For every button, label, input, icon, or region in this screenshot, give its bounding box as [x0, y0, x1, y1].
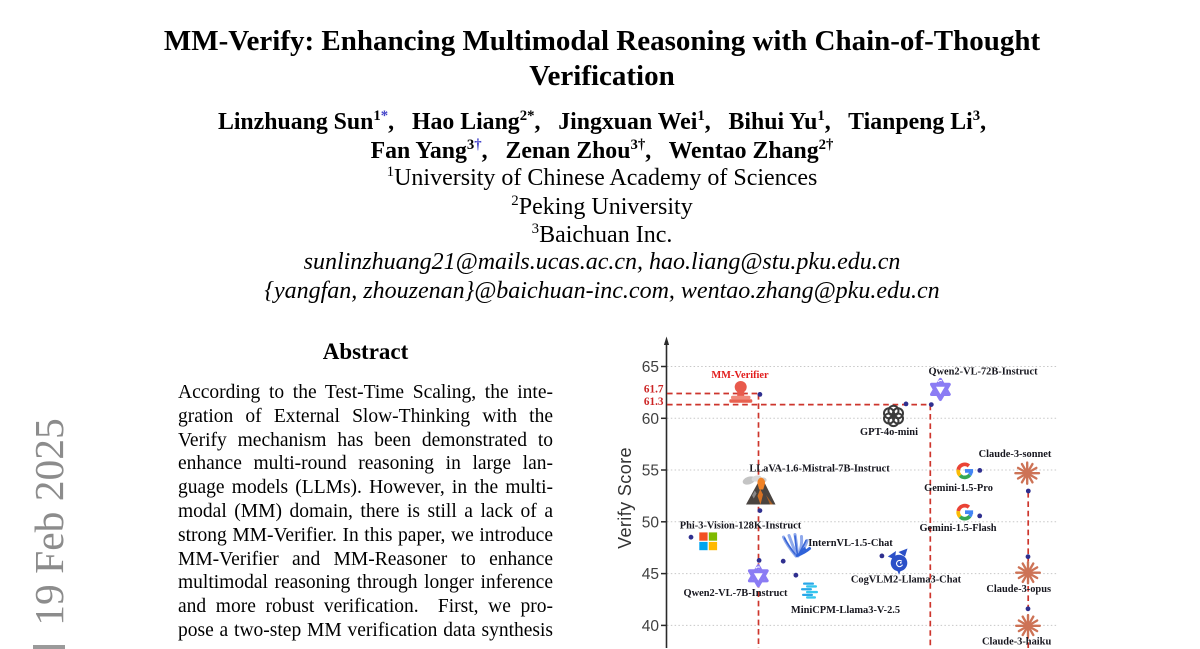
svg-text:Claude-3-sonnet: Claude-3-sonnet [979, 449, 1052, 460]
svg-text:40: 40 [642, 618, 660, 635]
svg-text:GPT-4o-mini: GPT-4o-mini [860, 427, 918, 438]
svg-text:Claude-3-haiku: Claude-3-haiku [982, 636, 1052, 647]
svg-text:InternVL-1.5-Chat: InternVL-1.5-Chat [808, 538, 893, 549]
svg-text:Claude-3-opus: Claude-3-opus [986, 584, 1051, 595]
svg-text:Qwen2-VL-7B-Instruct: Qwen2-VL-7B-Instruct [684, 588, 788, 599]
svg-text:Gemini-1.5-Flash: Gemini-1.5-Flash [919, 523, 996, 534]
svg-text:Phi-3-Vision-128K-Instruct: Phi-3-Vision-128K-Instruct [680, 521, 802, 532]
svg-text:Qwen2-VL-72B-Instruct: Qwen2-VL-72B-Instruct [928, 367, 1038, 378]
svg-text:45: 45 [642, 566, 659, 583]
svg-text:55: 55 [642, 463, 659, 480]
svg-text:CogVLM2-Llama3-Chat: CogVLM2-Llama3-Chat [851, 575, 962, 586]
svg-text:60: 60 [642, 411, 660, 428]
svg-text:Verify Score: Verify Score [615, 447, 635, 549]
svg-text:61.3: 61.3 [644, 396, 664, 408]
svg-text:50: 50 [642, 514, 660, 531]
svg-text:Gemini-1.5-Pro: Gemini-1.5-Pro [924, 483, 993, 494]
svg-text:61.7: 61.7 [644, 384, 664, 396]
svg-text:MM-Verifier: MM-Verifier [711, 370, 769, 381]
svg-text:MiniCPM-Llama3-V-2.5: MiniCPM-Llama3-V-2.5 [791, 605, 900, 616]
svg-text:65: 65 [642, 359, 659, 376]
svg-text:LLaVA-1.6-Mistral-7B-Instruct: LLaVA-1.6-Mistral-7B-Instruct [749, 464, 890, 475]
